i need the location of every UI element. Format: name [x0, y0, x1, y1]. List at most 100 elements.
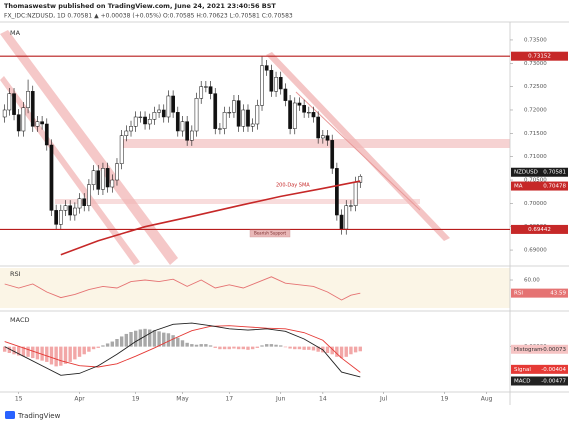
candle-body	[49, 144, 54, 211]
histogram-bar	[185, 342, 189, 347]
histogram-bar	[82, 346, 86, 355]
candle-body	[129, 126, 133, 132]
candle-body	[283, 88, 288, 101]
annotation: Bearish Support	[254, 231, 287, 236]
histogram-bar	[77, 346, 82, 357]
x-tick-label: Jun	[275, 396, 286, 403]
histogram-bar	[138, 329, 143, 347]
macd-tag-text: -0.00073	[541, 347, 566, 353]
histogram-bar	[87, 346, 91, 352]
candle-body	[73, 207, 77, 216]
histogram-bar	[208, 345, 213, 347]
candle-body	[260, 65, 264, 106]
histogram-bar	[353, 346, 358, 353]
panel-label: MA	[10, 29, 21, 37]
histogram-bar	[190, 344, 194, 347]
candle-body	[2, 109, 7, 118]
histogram-bar	[241, 346, 246, 350]
histogram-bar	[7, 346, 12, 353]
histogram-bar	[124, 333, 129, 347]
histogram-bar	[274, 344, 278, 347]
histogram-bar	[96, 346, 100, 348]
line	[60, 180, 361, 256]
drawings	[0, 30, 510, 265]
macd-tag-text: -0.00404	[541, 367, 566, 373]
candle-body	[54, 210, 58, 225]
header-quote: FX_IDC:NZDUSD, 1D 0.70581 ▲ +0.00038 (+0…	[4, 13, 293, 20]
x-tick-label: 17	[225, 396, 233, 403]
plot-area	[2, 56, 363, 256]
histogram-bar	[222, 346, 227, 350]
histogram-bar	[180, 340, 185, 347]
candle-body	[269, 70, 274, 92]
candle-body	[7, 93, 12, 111]
candle-body	[353, 182, 358, 206]
price-tag-text: NZDUSD	[514, 170, 538, 176]
y-tick-label: 60.00	[524, 278, 540, 284]
ma-tag-box	[511, 181, 568, 191]
candle-body	[236, 100, 241, 127]
price-tag-box	[511, 167, 568, 177]
candle-body	[35, 121, 40, 127]
macd-tag-text: Histogram	[514, 347, 543, 353]
panel-label: RSI	[10, 270, 21, 278]
candle-body	[306, 112, 311, 114]
candle-body	[101, 168, 105, 190]
candle-body	[152, 112, 157, 120]
histogram-bar	[204, 344, 208, 347]
trend-line	[295, 91, 421, 211]
histogram-bar	[349, 346, 353, 355]
candle-body	[63, 205, 68, 211]
histogram-bar	[335, 346, 339, 357]
candle-body	[180, 121, 185, 132]
histogram-bar	[297, 346, 302, 350]
histogram-bar	[171, 335, 175, 347]
annotation-box	[249, 229, 291, 238]
candle-body	[12, 93, 16, 115]
candle-body	[330, 140, 335, 169]
ma-tag-text: MA	[514, 184, 523, 190]
candle-body	[161, 109, 166, 118]
candle-body	[335, 168, 339, 216]
trend-channel	[0, 30, 178, 265]
histogram-bar	[339, 346, 344, 359]
rsi-tag-text: 43.59	[550, 291, 566, 297]
histogram-bar	[40, 346, 44, 361]
candle-body	[218, 128, 222, 130]
candle-body	[316, 116, 321, 139]
histogram-bar	[213, 346, 217, 348]
candle-body	[246, 109, 250, 127]
candle-body	[222, 112, 227, 129]
candle-body	[44, 123, 49, 146]
candle-body	[147, 119, 152, 125]
histogram-bar	[49, 346, 54, 365]
annotation: 200-Day SMA	[276, 183, 310, 189]
y-tick-label: 0.73000	[524, 61, 547, 67]
x-tick-label: Jul	[379, 396, 388, 403]
histogram-bar	[133, 330, 138, 347]
histogram-bar	[344, 346, 348, 357]
trend-channel	[0, 76, 140, 265]
macd-tag-text: Signal	[514, 367, 531, 373]
candle-body	[204, 86, 208, 88]
histogram-bar	[162, 332, 166, 347]
candle-body	[166, 95, 171, 118]
x-tick-label: 15	[15, 396, 23, 403]
candle-body	[349, 205, 353, 207]
histogram-bar	[269, 344, 274, 347]
candle-body	[16, 114, 21, 132]
y-tick-label: 0.72500	[524, 84, 547, 90]
candle-body	[292, 102, 297, 129]
level-box	[511, 51, 568, 61]
macd-tag-box	[511, 364, 568, 374]
candle-body	[278, 77, 283, 90]
histogram-bar	[250, 346, 255, 350]
macd-tag-text: -0.00477	[541, 378, 566, 384]
rsi-background	[0, 268, 510, 308]
histogram-bar	[110, 341, 114, 347]
header-title: Thomaswestw published on TradingView.com…	[4, 2, 276, 10]
histogram-bar	[358, 346, 362, 352]
histogram-bar	[26, 346, 30, 357]
